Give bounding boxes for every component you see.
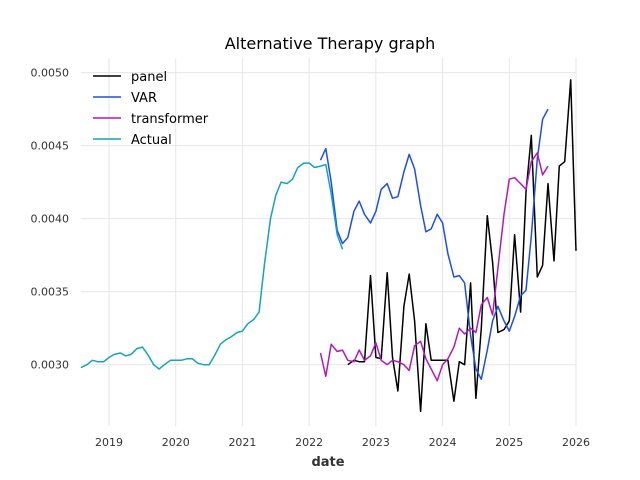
y-tick-label: 0.0030	[31, 359, 70, 372]
x-axis-ticks: 2019 2020 2021 2022 2023 2024 2025 2026	[95, 436, 590, 449]
x-tick-label: 2023	[362, 436, 390, 449]
x-tick-label: 2020	[162, 436, 190, 449]
y-tick-label: 0.0045	[31, 140, 70, 153]
chart-title: Alternative Therapy graph	[225, 34, 436, 53]
series-lines	[80, 79, 577, 413]
y-tick-label: 0.0050	[31, 67, 70, 80]
legend-label-var: VAR	[131, 91, 157, 106]
series-line-panel	[347, 79, 577, 413]
x-tick-label: 2024	[429, 436, 457, 449]
y-axis-ticks: 0.0030 0.0035 0.0040 0.0045 0.0050	[31, 67, 70, 372]
y-tick-label: 0.0040	[31, 213, 70, 226]
x-axis-label: date	[311, 455, 344, 470]
legend-label-panel: panel	[131, 70, 167, 85]
series-line-transformer	[319, 152, 549, 382]
legend: panel VAR transformer Actual	[93, 70, 209, 148]
x-tick-label: 2021	[228, 436, 256, 449]
legend-label-transformer: transformer	[131, 112, 209, 127]
legend-label-actual: Actual	[131, 133, 172, 148]
y-tick-label: 0.0035	[31, 286, 70, 299]
x-tick-label: 2025	[495, 436, 523, 449]
x-tick-label: 2022	[295, 436, 323, 449]
series-line-actual	[80, 162, 344, 370]
x-tick-label: 2026	[562, 436, 590, 449]
x-tick-label: 2019	[95, 436, 123, 449]
series-line-var	[319, 108, 549, 381]
